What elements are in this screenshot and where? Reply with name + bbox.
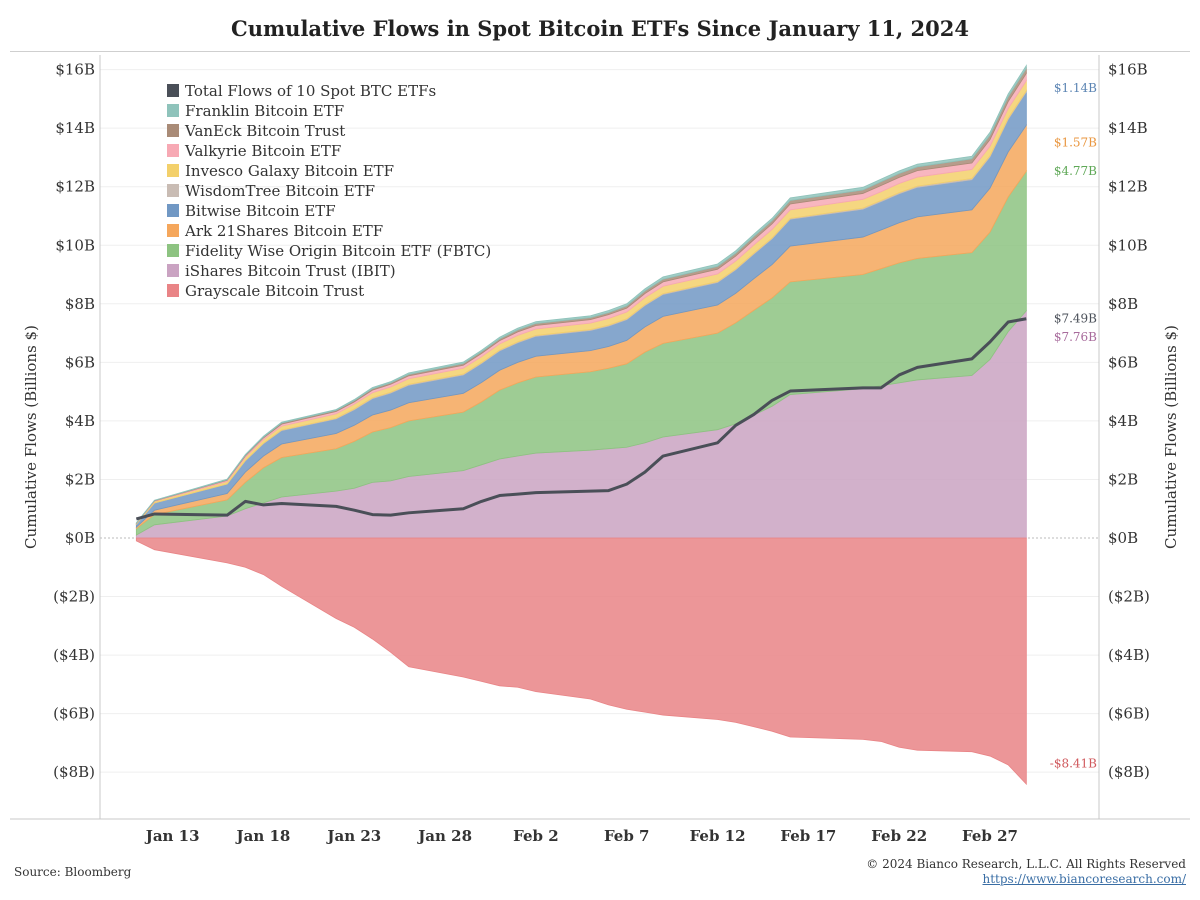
end-label: -$8.41B [1050,757,1097,771]
y-tick-label-left: ($4B) [53,646,95,664]
axes: $16B $16B $14B $14B $12B $12B $10B $10B $8B $8B $6… [10,55,1190,845]
legend-label: VanEck Bitcoin Trust [184,122,345,140]
legend-item: WisdomTree Bitcoin ETF [167,182,375,200]
legend-item: Invesco Galaxy Bitcoin ETF [167,162,394,180]
title-divider [10,51,1190,52]
x-tick-label: Feb 22 [871,827,927,845]
y-tick-label-right: $8B [1108,295,1138,313]
area-franklin-bitcoin-etf [135,64,1027,525]
x-tick-label: Jan 28 [416,827,472,845]
y-tick-label-right: $14B [1108,119,1148,137]
y-tick-label-left: $8B [65,295,95,313]
legend-label: WisdomTree Bitcoin ETF [185,182,375,200]
legend-item: Total Flows of 10 Spot BTC ETFs [167,82,436,100]
x-tick-label: Jan 18 [235,827,291,845]
end-label: $7.76B [1054,330,1097,344]
y-axis-title-left: Cumulative Flows (Billions $) [22,325,40,549]
legend: Total Flows of 10 Spot BTC ETFs Franklin … [167,82,491,300]
legend-item: Ark 21Shares Bitcoin ETF [167,222,383,240]
end-label: $4.77B [1054,164,1097,178]
legend-swatch [167,104,179,117]
copyright-text: © 2024 Bianco Research, L.L.C. All Right… [866,857,1186,871]
y-tick-label-left: $6B [65,353,95,371]
y-tick-label-left: $16B [55,61,95,79]
legend-item: Grayscale Bitcoin Trust [167,282,364,300]
x-tick-label: Jan 13 [144,827,200,845]
y-tick-label-right: $2B [1108,470,1138,488]
x-tick-label: Feb 17 [780,827,836,845]
legend-label: Invesco Galaxy Bitcoin ETF [185,162,394,180]
legend-label: Ark 21Shares Bitcoin ETF [184,222,383,240]
y-tick-label-left: $12B [55,178,95,196]
y-tick-label-right: ($6B) [1108,705,1150,723]
total-flow-line [135,317,1027,521]
legend-item: VanEck Bitcoin Trust [167,122,345,140]
legend-swatch [167,284,179,297]
legend-item: Franklin Bitcoin ETF [167,102,344,120]
line-total-flows [135,317,1027,521]
y-tick-label-right: $12B [1108,178,1148,196]
legend-item: Valkyrie Bitcoin ETF [167,142,341,160]
legend-swatch [167,264,179,277]
y-tick-label-left: $0B [65,529,95,547]
website-link[interactable]: https://www.biancoresearch.com/ [982,872,1186,886]
legend-label: Bitwise Bitcoin ETF [185,202,336,220]
y-tick-label-left: ($8B) [53,763,95,781]
y-tick-label-right: $4B [1108,412,1138,430]
y-tick-label-left: $10B [55,236,95,254]
legend-swatch [167,224,179,237]
y-tick-label-right: $10B [1108,236,1148,254]
y-tick-label-right: ($8B) [1108,763,1150,781]
legend-item: Bitwise Bitcoin ETF [167,202,336,220]
legend-item: Fidelity Wise Origin Bitcoin ETF (FBTC) [167,242,491,260]
legend-label: Franklin Bitcoin ETF [185,102,344,120]
x-tick-label: Feb 27 [962,827,1018,845]
stacked-areas [135,64,1027,786]
legend-label: Total Flows of 10 Spot BTC ETFs [185,82,436,100]
x-tick-label: Feb 2 [513,827,559,845]
area-grayscale-bitcoin-trust [135,537,1027,786]
end-label: $1.57B [1054,135,1097,149]
y-tick-label-left: $14B [55,119,95,137]
end-label: $7.49B [1054,312,1097,326]
legend-swatch [167,184,179,197]
y-tick-label-left: ($6B) [53,705,95,723]
y-tick-label-right: $16B [1108,61,1148,79]
y-tick-label-right: $6B [1108,353,1138,371]
x-tick-label: Feb 12 [690,827,746,845]
y-tick-label-right: ($2B) [1108,588,1150,606]
y-tick-label-left: $4B [65,412,95,430]
x-tick-label: Jan 23 [325,827,381,845]
legend-swatch [167,164,179,177]
legend-swatch [167,244,179,257]
legend-item: iShares Bitcoin Trust (IBIT) [167,262,396,280]
copyright-block: © 2024 Bianco Research, L.L.C. All Right… [866,857,1186,887]
y-tick-label-left: $2B [65,470,95,488]
legend-swatch [167,124,179,137]
end-labels: $1.14B $1.57B $4.77B $7.49B $7.76B -$8.41B [1050,81,1097,771]
legend-swatch [167,204,179,217]
legend-label: iShares Bitcoin Trust (IBIT) [185,262,396,280]
chart-title: Cumulative Flows in Spot Bitcoin ETFs Si… [230,16,969,41]
legend-label: Fidelity Wise Origin Bitcoin ETF (FBTC) [185,242,491,260]
y-tick-label-right: $0B [1108,529,1138,547]
y-tick-label-right: ($4B) [1108,646,1150,664]
legend-swatch [167,84,179,97]
y-tick-label-left: ($2B) [53,588,95,606]
source-note: Source: Bloomberg [14,865,132,879]
legend-label: Grayscale Bitcoin Trust [185,282,364,300]
x-tick-label: Feb 7 [604,827,650,845]
end-label: $1.14B [1054,81,1097,95]
legend-swatch [167,144,179,157]
y-axis-title-right: Cumulative Flows (Billions $) [1162,325,1180,549]
legend-label: Valkyrie Bitcoin ETF [184,142,341,160]
